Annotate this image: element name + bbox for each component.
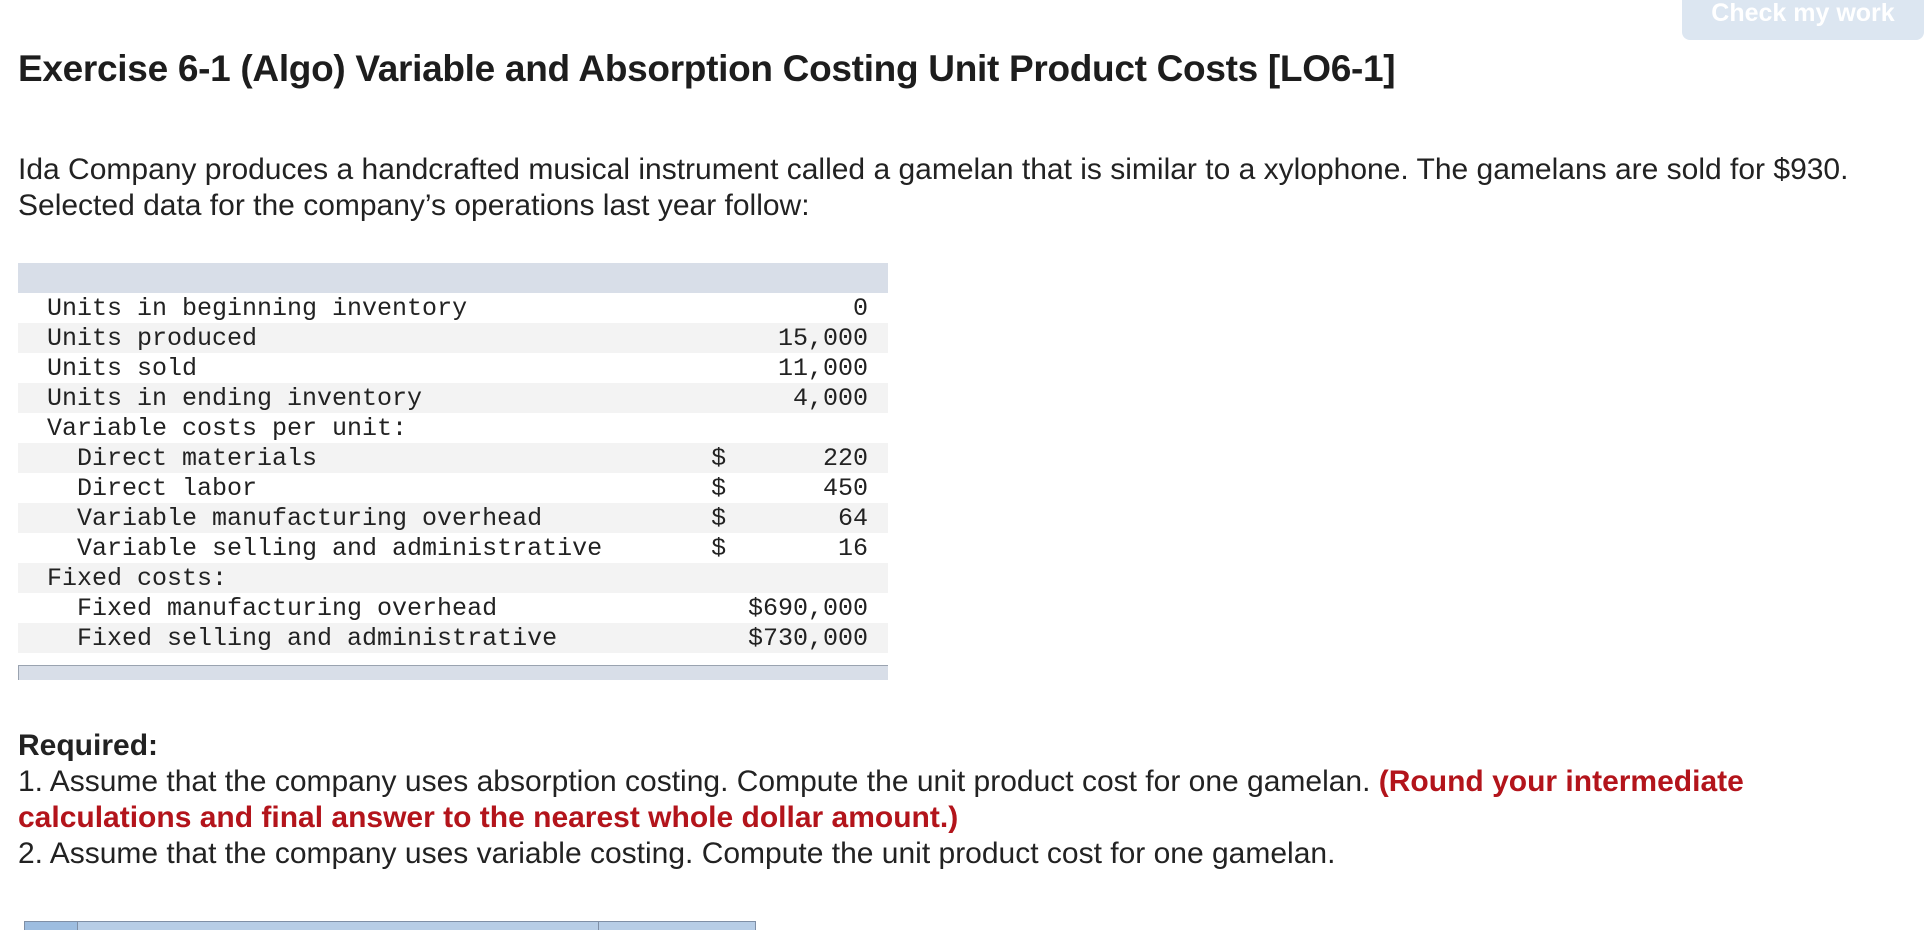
required-item-1: 1. Assume that the company uses absorpti… xyxy=(18,764,1898,836)
row-value: 0 xyxy=(741,293,888,323)
table-row: Units in beginning inventory 0 xyxy=(18,293,888,323)
row-label: Direct materials xyxy=(18,443,712,473)
required-item-2: 2. Assume that the company uses variable… xyxy=(18,837,1336,870)
table-row: Variable manufacturing overhead $64 xyxy=(18,503,888,533)
row-currency xyxy=(711,593,742,623)
table-row: Variable selling and administrative $16 xyxy=(18,533,888,563)
row-label: Fixed costs: xyxy=(18,563,712,593)
row-label: Variable costs per unit: xyxy=(18,413,712,443)
required-heading: Required: xyxy=(18,729,159,762)
row-label: Units sold xyxy=(18,353,712,383)
row-label: Fixed selling and administrative xyxy=(18,623,712,653)
row-value: 450 xyxy=(741,473,888,503)
table-row: Variable costs per unit: xyxy=(18,413,888,443)
row-value: 11,000 xyxy=(741,353,888,383)
answer-table-header xyxy=(24,921,756,930)
table-row: Fixed manufacturing overhead $690,000 xyxy=(18,593,888,623)
row-currency: $ xyxy=(711,473,742,503)
row-value xyxy=(741,413,888,443)
row-label: Units in beginning inventory xyxy=(18,293,712,323)
row-currency xyxy=(711,623,742,653)
data-table-body: Units in beginning inventory 0 Units produ… xyxy=(18,293,888,653)
row-currency: $ xyxy=(711,533,742,563)
table-footer-band xyxy=(18,665,888,680)
data-table: Units in beginning inventory 0 Units produ… xyxy=(18,263,888,680)
table-row: Fixed costs: xyxy=(18,563,888,593)
row-currency xyxy=(711,323,742,353)
row-label: Variable manufacturing overhead xyxy=(18,503,712,533)
row-currency xyxy=(711,563,742,593)
row-currency: $ xyxy=(711,503,742,533)
problem-intro: Ida Company produces a handcrafted music… xyxy=(18,153,1849,222)
row-currency xyxy=(711,293,742,323)
required-section: Required: 1. Assume that the company use… xyxy=(18,728,1898,872)
row-value: $730,000 xyxy=(741,623,888,653)
row-value: 64 xyxy=(741,503,888,533)
row-value: 15,000 xyxy=(741,323,888,353)
row-label: Direct labor xyxy=(18,473,712,503)
rounding-note: (Round your intermediate calculations an… xyxy=(18,765,1744,834)
row-value: 4,000 xyxy=(741,383,888,413)
check-my-work-button[interactable]: Check my work xyxy=(1682,0,1924,40)
row-value xyxy=(741,563,888,593)
table-row: Direct labor $450 xyxy=(18,473,888,503)
table-row: Direct materials $220 xyxy=(18,443,888,473)
row-label: Units produced xyxy=(18,323,712,353)
row-value: 16 xyxy=(741,533,888,563)
row-label: Units in ending inventory xyxy=(18,383,712,413)
page-title: Exercise 6-1 (Algo) Variable and Absorpt… xyxy=(18,48,1396,89)
table-header-band xyxy=(18,263,888,293)
table-row: Units sold 11,000 xyxy=(18,353,888,383)
row-currency xyxy=(711,383,742,413)
answer-table-header-cell xyxy=(598,922,755,930)
table-row: Units in ending inventory 4,000 xyxy=(18,383,888,413)
table-row: Fixed selling and administrative $730,000 xyxy=(18,623,888,653)
row-currency xyxy=(711,413,742,443)
row-currency xyxy=(711,353,742,383)
required-item-1-text: 1. Assume that the company uses absorpti… xyxy=(18,765,1379,798)
table-row: Units produced 15,000 xyxy=(18,323,888,353)
row-currency: $ xyxy=(711,443,742,473)
answer-table-header-cell xyxy=(25,922,78,930)
row-value: $690,000 xyxy=(741,593,888,623)
row-label: Variable selling and administrative xyxy=(18,533,712,563)
row-value: 220 xyxy=(741,443,888,473)
row-label: Fixed manufacturing overhead xyxy=(18,593,712,623)
